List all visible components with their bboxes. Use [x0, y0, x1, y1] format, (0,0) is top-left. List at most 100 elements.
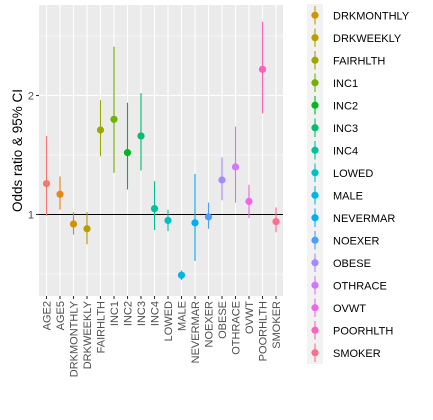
legend-label: OTHRACE [333, 280, 387, 292]
legend-label: INC4 [333, 145, 358, 157]
x-tick-label: FAIRHLTH [96, 301, 108, 353]
point-inc3 [137, 93, 145, 171]
legend-label: OVWT [333, 303, 366, 315]
legend: DRKMONTHLY DRKWEEKLY FAIRHLTH INC1 INC2 INC3 I… [307, 4, 410, 364]
legend-key-point [311, 101, 319, 109]
point-fairhlth [96, 100, 105, 157]
legend-label: INC2 [333, 100, 358, 112]
legend-key-point [311, 281, 319, 289]
estimate-point [231, 163, 240, 171]
point-age5 [56, 176, 64, 210]
legend-item-male: MALE [307, 184, 363, 207]
estimate-point [110, 115, 118, 123]
legend-label: DRKWEEKLY [333, 33, 402, 45]
legend-label: FAIRHLTH [333, 55, 385, 67]
legend-item-inc4: INC4 [307, 139, 358, 162]
y-tick-label: 1 [28, 210, 34, 222]
y-axis: 12 [28, 91, 39, 222]
estimate-point [83, 225, 91, 233]
legend-label: NEVERMAR [333, 213, 395, 225]
point-nevermar [191, 174, 199, 261]
legend-item-obese: OBESE [307, 251, 371, 274]
legend-key-point [311, 79, 319, 87]
legend-label: LOWED [333, 168, 373, 180]
x-tick-label: INC4 [150, 301, 162, 326]
point-lowed [164, 209, 172, 232]
x-tick-label: NOEXER [204, 301, 216, 348]
legend-key-point [311, 326, 319, 334]
data-marks [42, 21, 280, 280]
legend-key-point [311, 214, 319, 222]
x-axis: AGE2 AGE5 DRKMONTHLY DRKWEEKLY FAIRHLTH INC1 I… [42, 296, 283, 377]
x-tick-label: SMOKER [271, 301, 283, 349]
legend-key-point [311, 11, 319, 19]
x-tick-label: DRKMONTHLY [69, 300, 81, 377]
estimate-point [218, 176, 226, 184]
legend-item-poorhlth: POORHLTH [307, 319, 393, 342]
legend-label: OBESE [333, 258, 371, 270]
legend-key-point [311, 304, 319, 312]
legend-label: DRKMONTHLY [333, 10, 410, 22]
x-tick-label: MALE [177, 301, 189, 331]
legend-label: INC3 [333, 123, 358, 135]
x-tick-label: NEVERMAR [190, 301, 202, 363]
legend-label: POORHLTH [333, 325, 393, 337]
estimate-point [204, 213, 213, 221]
legend-item-smoker: SMOKER [307, 341, 381, 364]
x-tick-label: INC3 [136, 301, 148, 326]
point-inc4 [150, 181, 159, 230]
x-tick-label: POORHLTH [258, 301, 270, 361]
x-tick-label: OBESE [217, 301, 229, 339]
legend-label: NOEXER [333, 235, 380, 247]
estimate-point [137, 132, 145, 140]
x-tick-label: OVWT [244, 301, 256, 334]
x-tick-label: INC1 [109, 301, 121, 326]
x-tick-label: INC2 [123, 301, 135, 326]
legend-item-nevermar: NEVERMAR [307, 206, 395, 229]
point-male [177, 270, 186, 280]
legend-key-point [311, 191, 319, 199]
y-axis-label: Odds ratio & 95% CI [10, 89, 25, 212]
legend-key-point [311, 56, 319, 64]
estimate-point [150, 204, 159, 213]
point-noexer [204, 202, 213, 229]
point-drkmonthly [69, 212, 78, 235]
legend-item-othrace: OTHRACE [307, 274, 387, 297]
x-tick-label: AGE2 [42, 301, 54, 330]
legend-item-noexer: NOEXER [307, 229, 380, 252]
legend-item-inc3: INC3 [307, 116, 358, 139]
x-tick-label: DRKWEEKLY [82, 300, 94, 369]
legend-key-point [311, 124, 319, 132]
point-inc1 [110, 46, 118, 173]
estimate-point [42, 179, 51, 188]
point-poorhlth [258, 21, 267, 114]
estimate-point [69, 220, 78, 228]
estimate-point [272, 218, 280, 226]
legend-key-point [311, 349, 319, 357]
point-ovwt [245, 184, 253, 219]
legend-label: INC1 [333, 78, 358, 90]
estimate-point [123, 149, 132, 157]
legend-label: SMOKER [333, 348, 381, 360]
estimate-point [191, 219, 199, 227]
x-tick-label: LOWED [163, 301, 175, 341]
legend-item-inc2: INC2 [307, 94, 358, 117]
point-age2 [42, 135, 51, 216]
legend-key-point [311, 236, 319, 244]
x-tick-label: OTHRACE [231, 301, 243, 355]
legend-item-lowed: LOWED [307, 161, 373, 184]
y-tick-label: 2 [28, 91, 34, 103]
point-drkweekly [83, 212, 91, 245]
plot-panel [39, 5, 283, 296]
estimate-point [177, 271, 186, 279]
legend-key-point [311, 146, 319, 154]
legend-item-drkweekly: DRKWEEKLY [307, 26, 402, 49]
legend-item-fairhlth: FAIRHLTH [307, 49, 385, 72]
legend-label: MALE [333, 190, 363, 202]
point-inc2 [123, 102, 132, 190]
estimate-point [56, 190, 64, 198]
point-othrace [231, 126, 240, 203]
legend-key-point [311, 259, 319, 267]
estimate-point [258, 65, 267, 73]
